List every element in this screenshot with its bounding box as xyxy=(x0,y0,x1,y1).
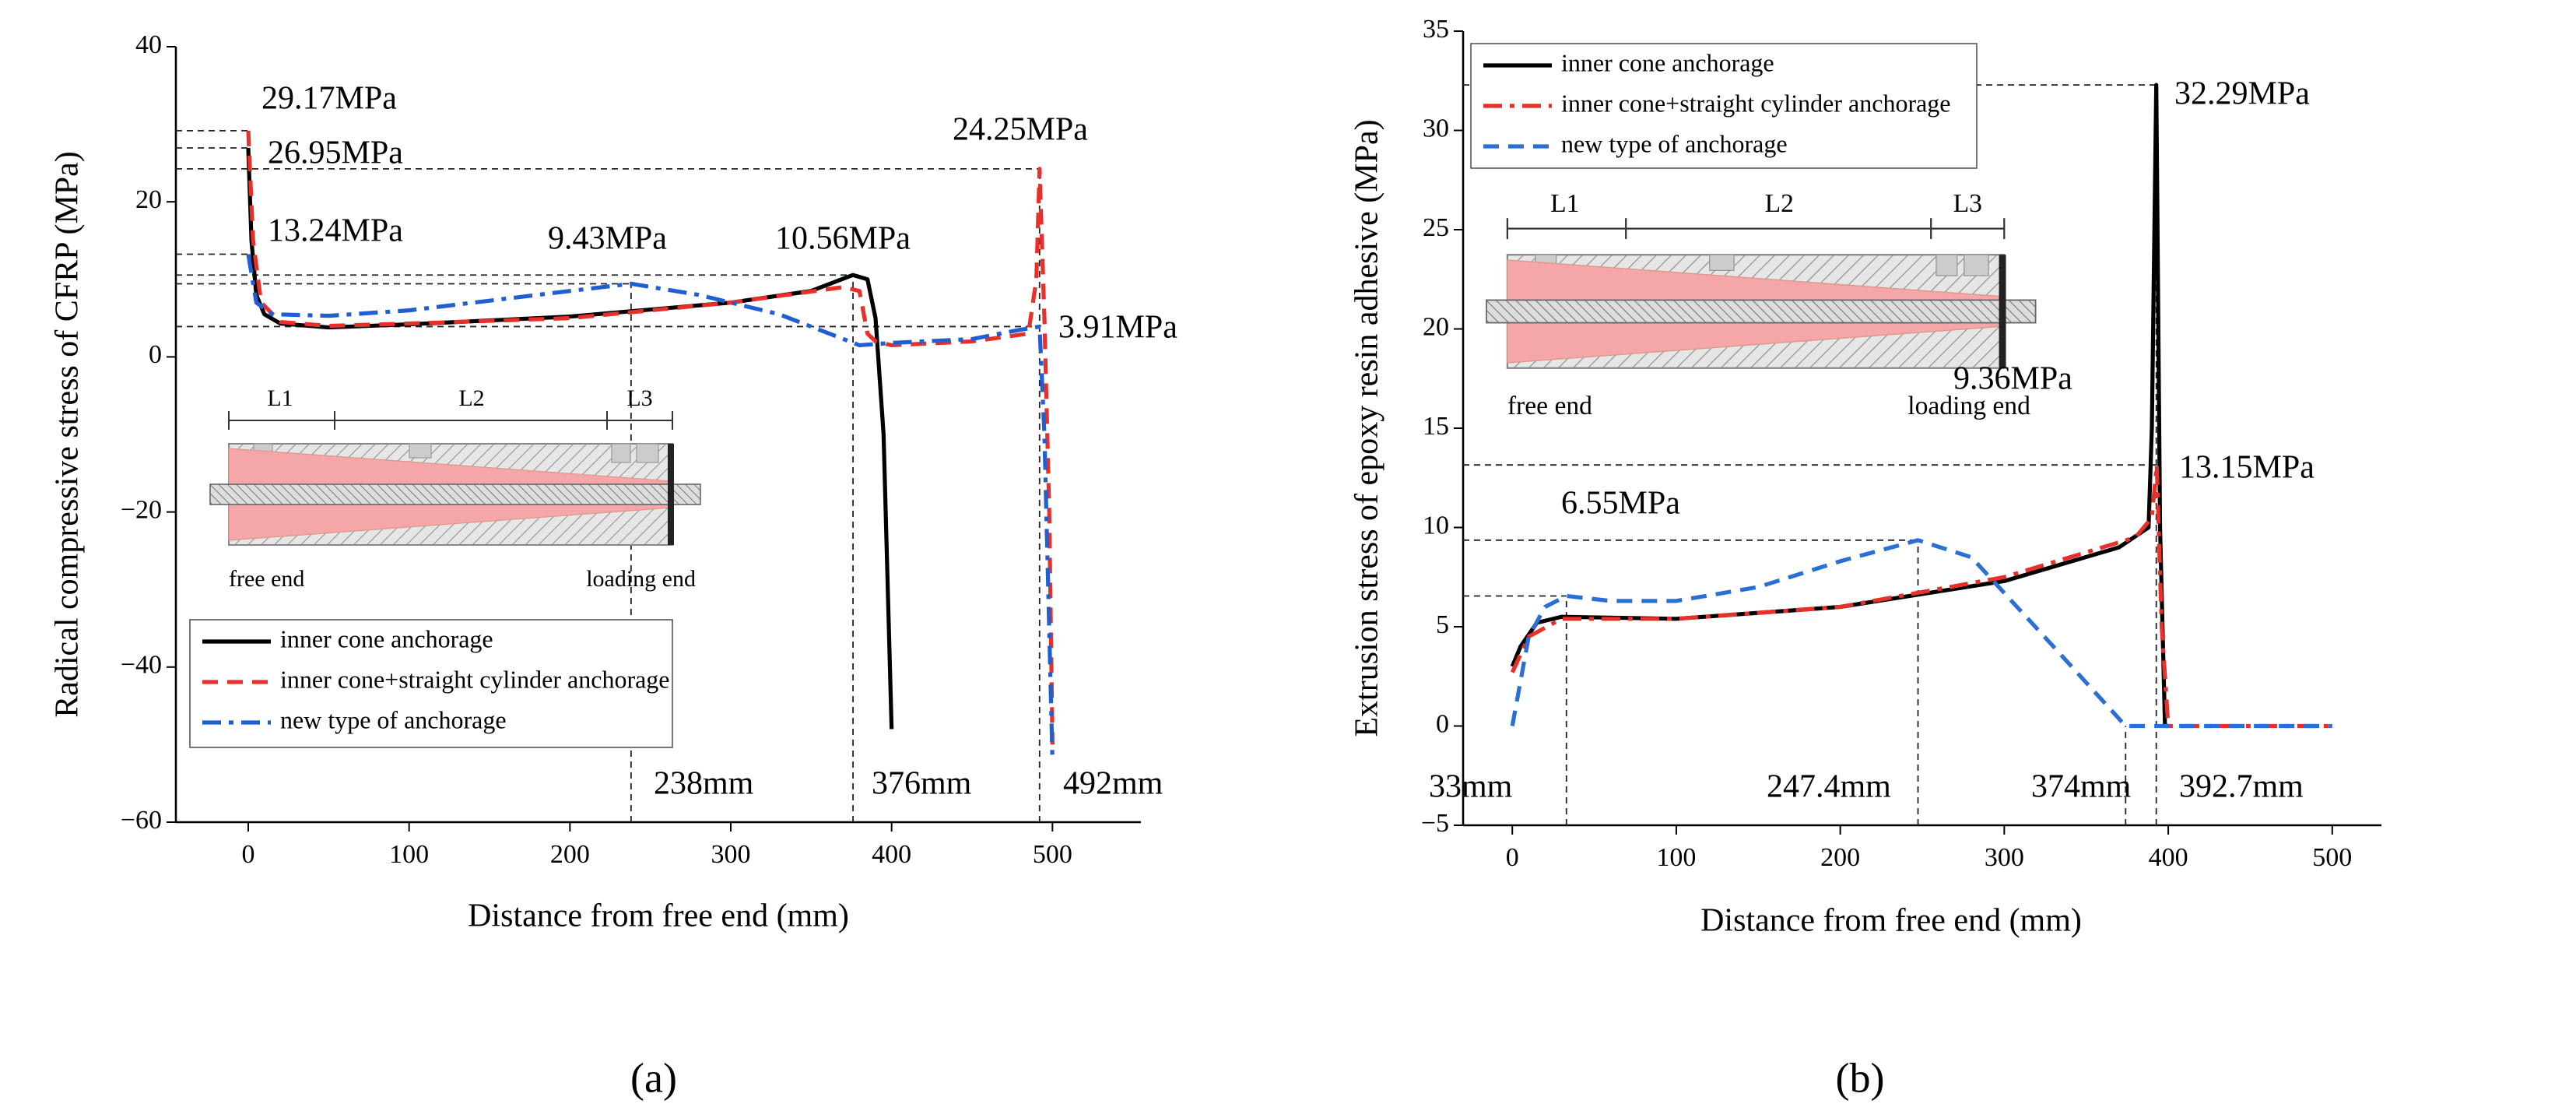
y-tick-label: −60 xyxy=(121,806,162,835)
annotation: 247.4mm xyxy=(1767,769,1891,805)
end-plate xyxy=(668,444,674,545)
anchorage-inset: L1 L2 L3 free end loading end xyxy=(1486,189,2037,420)
x-tick-label: 400 xyxy=(2149,843,2188,872)
sleeve-step xyxy=(1964,254,1989,276)
legend-label: inner cone+straight cylinder anchorage xyxy=(1561,89,1951,117)
annotation: 33mm xyxy=(1429,769,1513,805)
x-tick-label: 100 xyxy=(1656,843,1696,872)
x-tick-label: 400 xyxy=(872,840,911,869)
y-tick-label: −5 xyxy=(1421,809,1449,838)
legend-label: inner cone+straight cylinder anchorage xyxy=(280,665,670,693)
annotation: 3.91MPa xyxy=(1058,310,1177,346)
y-axis-label: Radical compressive stress of CFRP (MPa) xyxy=(50,151,86,718)
inset-right-label: loading end xyxy=(586,566,696,592)
annotation: 238mm xyxy=(654,766,754,802)
segment-label: L1 xyxy=(267,385,293,411)
cfrp-rod xyxy=(1486,299,2037,324)
legend-label: inner cone anchorage xyxy=(280,624,493,652)
y-tick-label: 10 xyxy=(1423,511,1449,540)
panel-label: (a) xyxy=(630,1054,677,1101)
series-line xyxy=(1510,83,2169,729)
segment-label: L2 xyxy=(458,385,484,411)
legend: inner cone anchorage inner cone+straight … xyxy=(189,619,673,748)
x-tick-label: 200 xyxy=(550,840,590,869)
y-tick-label: −20 xyxy=(121,495,162,524)
annotation: 392.7mm xyxy=(2179,769,2304,805)
x-tick-label: 100 xyxy=(389,840,429,869)
y-tick-label: 0 xyxy=(149,340,162,369)
legend-label: new type of anchorage xyxy=(280,705,507,733)
annotation: 13.15MPa xyxy=(2179,450,2315,486)
y-tick-label: 20 xyxy=(1423,312,1449,341)
sleeve-step xyxy=(409,443,432,459)
legend: inner cone anchorage inner cone+straight … xyxy=(1470,43,1978,169)
y-tick-label: 30 xyxy=(1423,114,1449,142)
annotation: 26.95MPa xyxy=(268,135,403,171)
y-tick-label: 5 xyxy=(1436,610,1449,639)
segment-label: L3 xyxy=(1953,189,1982,218)
x-axis-label: Distance from free end (mm) xyxy=(1700,903,2082,939)
x-tick-label: 0 xyxy=(242,840,255,869)
annotation: 9.43MPa xyxy=(548,221,667,257)
anchorage-inset: L1 L2 L3 free end loading end xyxy=(209,385,701,592)
x-tick-label: 0 xyxy=(1506,843,1519,872)
legend-label: new type of anchorage xyxy=(1561,129,1788,157)
inset-left-label: free end xyxy=(1507,392,1592,420)
panel-label: (b) xyxy=(1836,1054,1885,1101)
segment-label: L1 xyxy=(1550,189,1579,218)
y-tick-label: 25 xyxy=(1423,213,1449,242)
segment-label: L3 xyxy=(626,385,652,411)
y-tick-label: 0 xyxy=(1436,709,1449,738)
cfrp-rod xyxy=(209,483,701,505)
annotation: 10.56MPa xyxy=(775,221,911,257)
annotation: 492mm xyxy=(1063,766,1163,802)
y-tick-label: 35 xyxy=(1423,15,1449,44)
sleeve-step xyxy=(1936,254,1958,276)
series-line xyxy=(246,147,894,730)
end-plate xyxy=(1999,255,2006,368)
series-line xyxy=(1510,462,2332,729)
annotation: 9.36MPa xyxy=(1953,361,2072,397)
annotation: 374mm xyxy=(2031,769,2132,805)
annotation: 29.17MPa xyxy=(261,81,397,117)
x-axis-label: Distance from free end (mm) xyxy=(468,898,849,934)
annotation: 32.29MPa xyxy=(2174,76,2310,112)
x-tick-label: 500 xyxy=(1033,840,1072,869)
inset-left-label: free end xyxy=(229,566,304,592)
segment-label: L2 xyxy=(1765,189,1794,218)
x-tick-label: 500 xyxy=(2312,843,2352,872)
x-tick-label: 300 xyxy=(1985,843,2024,872)
annotation: 13.24MPa xyxy=(268,213,403,249)
chart: 0 100 200 300 400 500 −60 −40 −20 0 20 40 Distance f… xyxy=(50,30,1178,1102)
x-tick-label: 200 xyxy=(1820,843,1860,872)
x-tick-label: 300 xyxy=(711,840,751,869)
sleeve-step xyxy=(636,443,659,463)
y-tick-label: 40 xyxy=(135,30,162,59)
chart: 0 100 200 300 400 500 −5 0 5 10 15 20 25 30 35 Distance… xyxy=(1349,15,2381,1101)
y-tick-label: 20 xyxy=(135,185,162,214)
inset-right-label: loading end xyxy=(1907,392,2030,420)
annotation: 376mm xyxy=(872,766,972,802)
legend-label: inner cone anchorage xyxy=(1561,48,1774,76)
y-axis-label: Extrusion stress of epoxy resin adhesive… xyxy=(1349,119,1385,737)
y-tick-label: −40 xyxy=(121,651,162,680)
y-tick-label: 15 xyxy=(1423,412,1449,441)
annotation: 6.55MPa xyxy=(1561,486,1680,522)
series-line xyxy=(246,130,1055,745)
annotation: 24.25MPa xyxy=(953,112,1088,148)
sleeve-step xyxy=(1709,254,1735,272)
series-line xyxy=(1510,538,2332,729)
sleeve-step xyxy=(611,443,631,463)
legend-box xyxy=(1470,43,1978,169)
